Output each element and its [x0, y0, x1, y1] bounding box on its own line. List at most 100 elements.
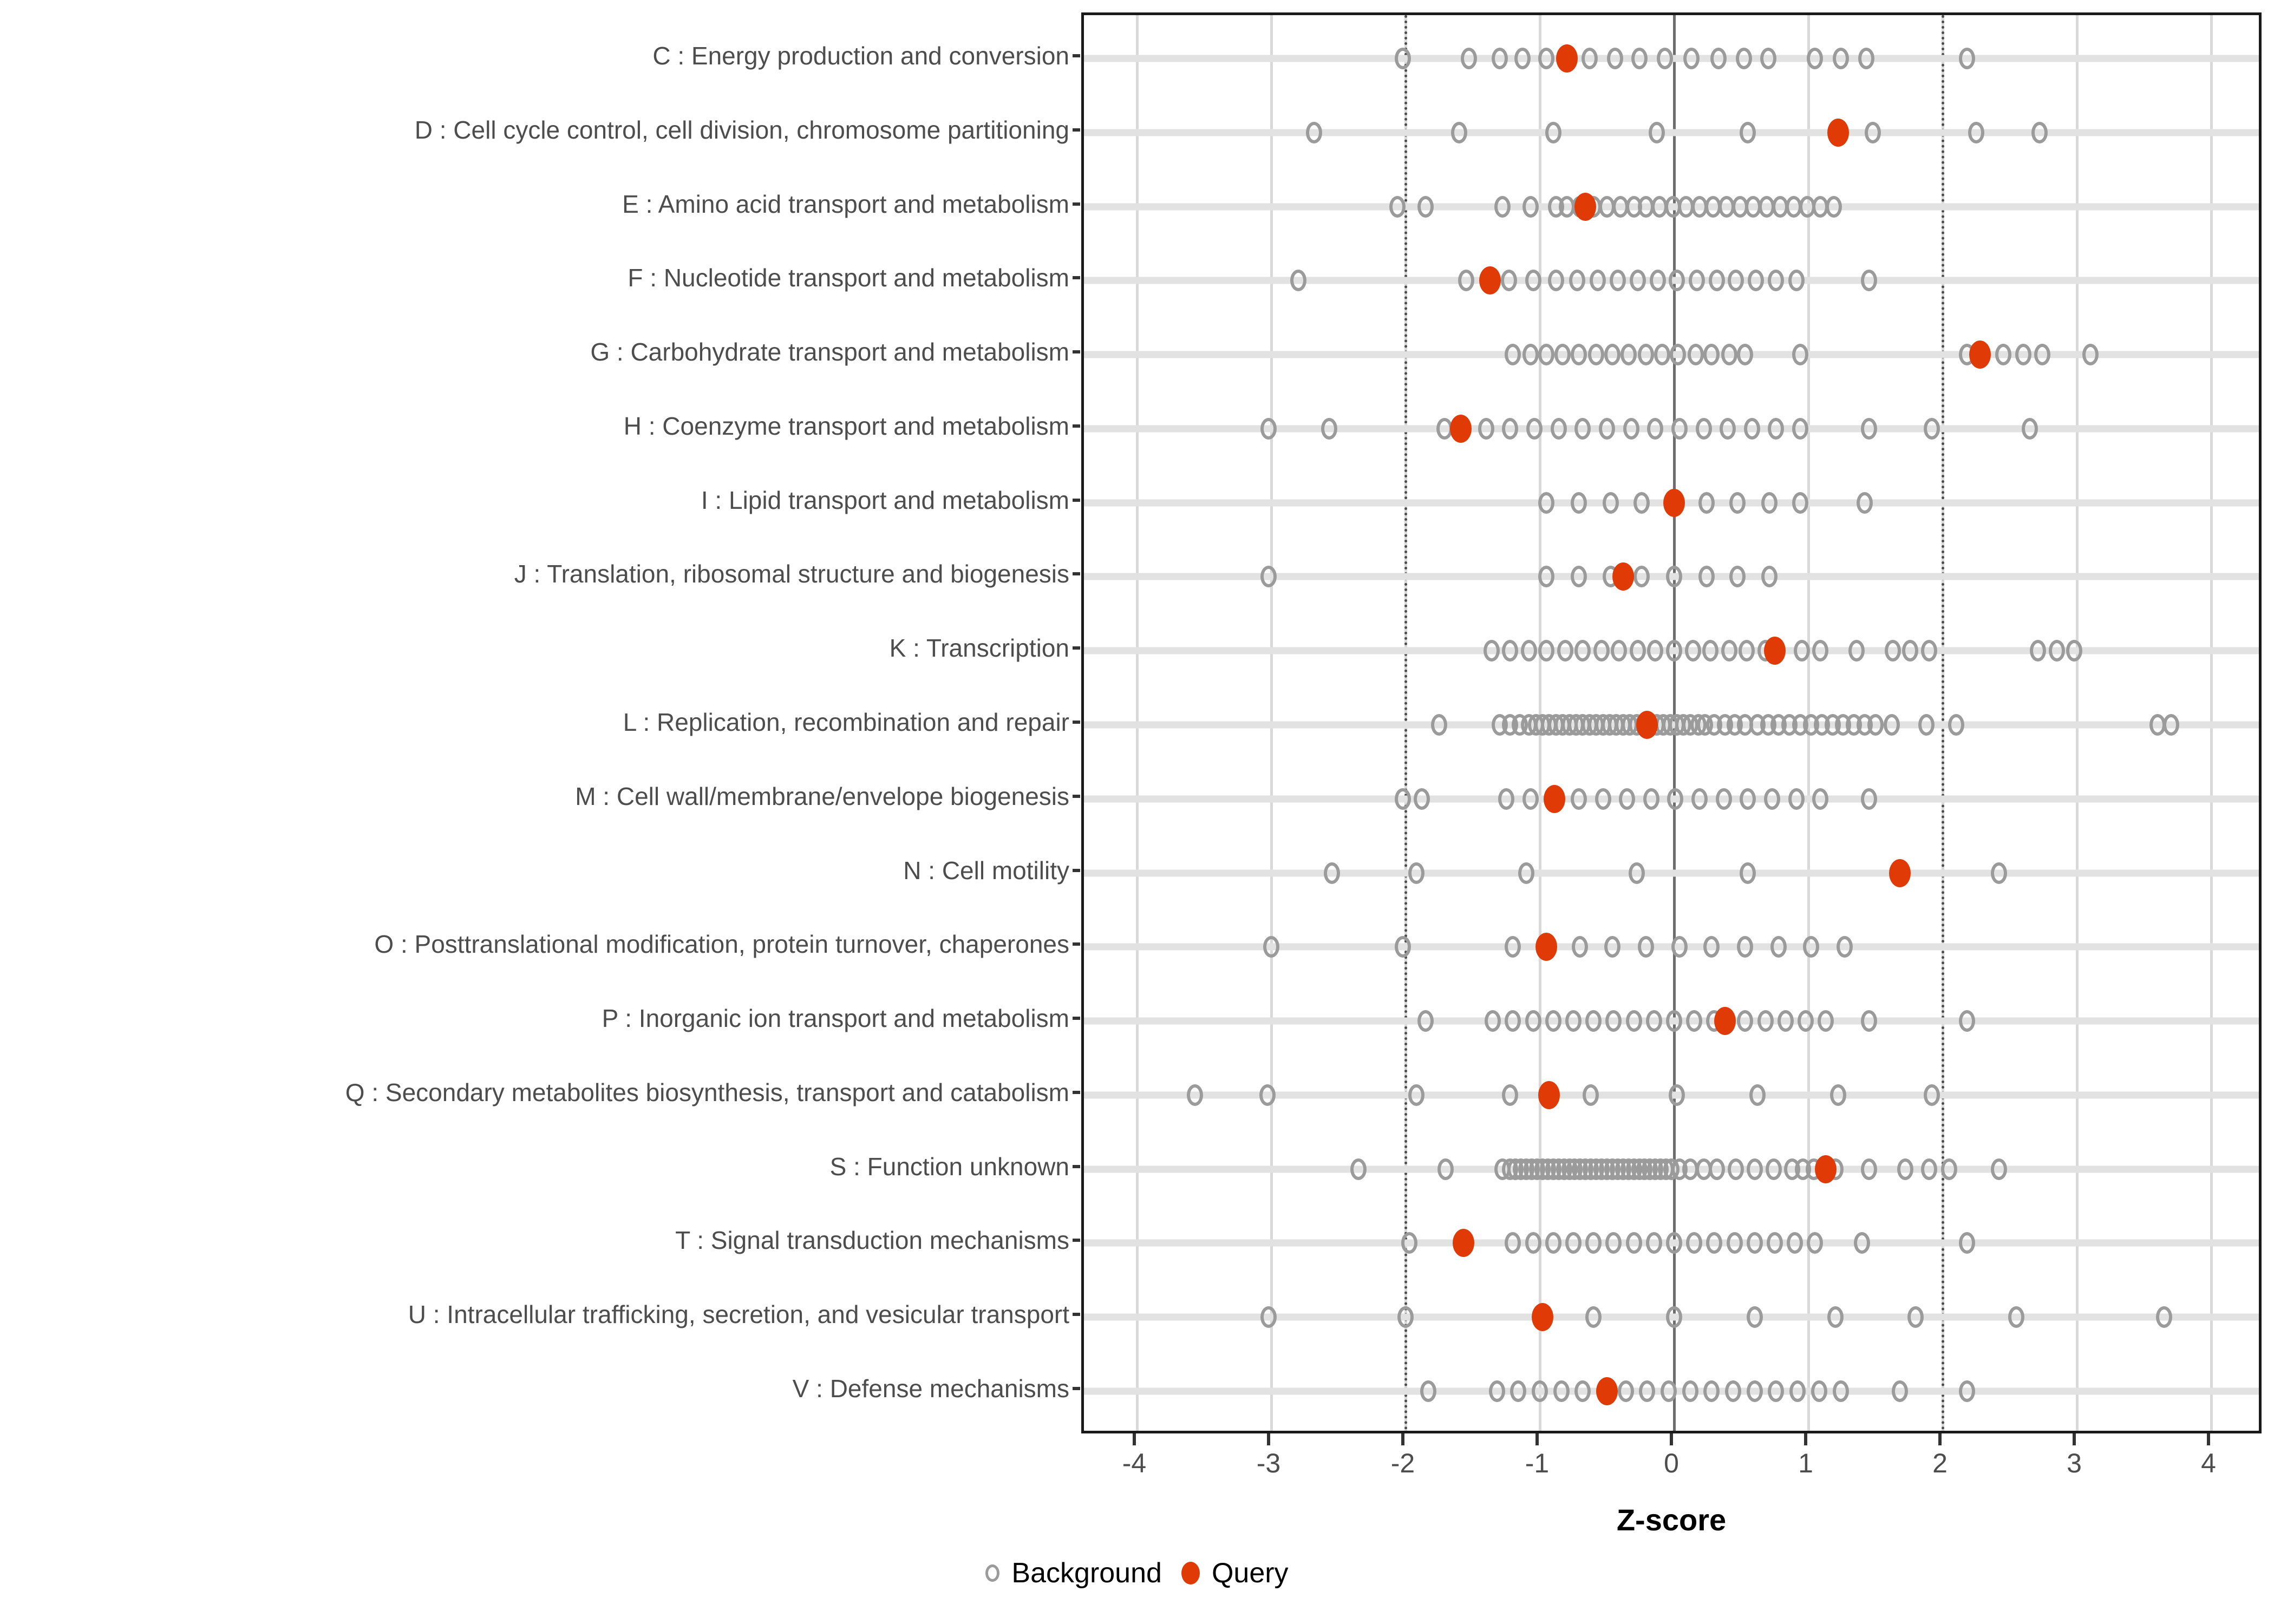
background-point [1854, 1232, 1871, 1254]
background-point [1921, 1158, 1938, 1180]
y-axis-tick [1073, 572, 1080, 576]
legend-label-background: Background [1011, 1557, 1162, 1589]
background-point [1746, 1380, 1763, 1402]
x-axis-tick [2207, 1433, 2210, 1445]
background-point [1545, 121, 1561, 143]
query-point [1663, 488, 1685, 517]
background-point [1743, 417, 1760, 440]
background-point [1514, 48, 1531, 69]
background-point [1726, 1232, 1743, 1254]
y-axis-label: T : Signal transduction mechanisms [675, 1226, 1069, 1255]
y-axis-tick [1073, 1387, 1080, 1390]
filled-circle-icon [1181, 1562, 1200, 1584]
y-axis-tick [1073, 1313, 1080, 1317]
background-point [1792, 492, 1809, 514]
x-axis-tick [1535, 1433, 1539, 1445]
background-point [1656, 48, 1673, 69]
background-point [1777, 1010, 1794, 1032]
query-point [1535, 933, 1558, 961]
background-point [1924, 1084, 1940, 1106]
background-point [1417, 1010, 1434, 1032]
y-axis-tick [1073, 794, 1080, 798]
background-point [1408, 862, 1424, 884]
background-point [1921, 640, 1938, 662]
background-point [1647, 640, 1664, 662]
background-point [1593, 640, 1610, 662]
query-point [1452, 1229, 1474, 1258]
background-point [1604, 344, 1620, 366]
background-point [1589, 270, 1606, 292]
x-axis-tick-label: 4 [2201, 1448, 2216, 1478]
background-point [2022, 417, 2038, 440]
background-point [1924, 417, 1940, 440]
background-point [1721, 640, 1737, 662]
legend-item-background[interactable]: Background [985, 1559, 1162, 1587]
background-point [1431, 714, 1447, 736]
background-point [1689, 270, 1706, 292]
background-point [1350, 1158, 1367, 1180]
background-point [1666, 1232, 1682, 1254]
background-point [1792, 344, 1809, 366]
background-point [1647, 417, 1664, 440]
background-point [1547, 270, 1564, 292]
background-point [1290, 270, 1306, 292]
background-point [1671, 936, 1688, 958]
background-point [1557, 640, 1574, 662]
background-point [2048, 640, 2065, 662]
background-point [1637, 344, 1654, 366]
x-axis-tick [1133, 1433, 1136, 1445]
background-point [1991, 862, 2008, 884]
background-point [1948, 714, 1964, 736]
background-point [1260, 566, 1277, 588]
background-point [2034, 344, 2050, 366]
background-point [1545, 1010, 1561, 1032]
y-axis-label: K : Transcription [889, 634, 1069, 663]
background-point [1522, 195, 1539, 218]
background-point [1451, 121, 1468, 143]
background-point [1746, 1158, 1763, 1180]
background-point [2066, 640, 2083, 662]
y-axis-tick [1073, 1090, 1080, 1094]
x-axis-tick [1267, 1433, 1270, 1445]
background-point [1595, 788, 1611, 810]
background-point [1709, 270, 1726, 292]
background-point [1485, 1010, 1501, 1032]
background-point [1671, 417, 1688, 440]
background-point [1538, 566, 1555, 588]
query-point [1612, 562, 1634, 591]
background-point [1691, 788, 1708, 810]
background-point [1812, 640, 1829, 662]
background-point [1606, 48, 1623, 69]
background-point [1746, 1232, 1763, 1254]
background-point [1502, 640, 1519, 662]
background-point [1684, 640, 1701, 662]
background-point [1623, 417, 1639, 440]
background-point [1395, 936, 1412, 958]
legend-item-query[interactable]: Query [1181, 1559, 1289, 1587]
background-point [1570, 344, 1587, 366]
y-axis-label: M : Cell wall/membrane/envelope biogenes… [575, 782, 1069, 810]
horizontal-gridline [1084, 129, 2259, 136]
background-point [1611, 640, 1628, 662]
background-point [1737, 936, 1754, 958]
background-point [1488, 1380, 1505, 1402]
background-point [1807, 48, 1824, 69]
background-point [1609, 270, 1626, 292]
background-point [1505, 1010, 1521, 1032]
background-point [1643, 788, 1659, 810]
background-point [1538, 344, 1555, 366]
background-point [1682, 1380, 1698, 1402]
background-point [1401, 1232, 1418, 1254]
background-point [1721, 344, 1737, 366]
background-point [1695, 417, 1712, 440]
background-point [1764, 788, 1781, 810]
y-axis-labels: C : Energy production and conversion D : … [0, 0, 1080, 1462]
background-point [1570, 492, 1587, 514]
background-point [1793, 640, 1810, 662]
background-point [1500, 270, 1517, 292]
background-point [1639, 1380, 1656, 1402]
x-axis-tick-label: -3 [1256, 1448, 1281, 1478]
background-point [1902, 640, 1919, 662]
x-axis-tick-label: 1 [1798, 1448, 1813, 1478]
background-point [1757, 1010, 1774, 1032]
